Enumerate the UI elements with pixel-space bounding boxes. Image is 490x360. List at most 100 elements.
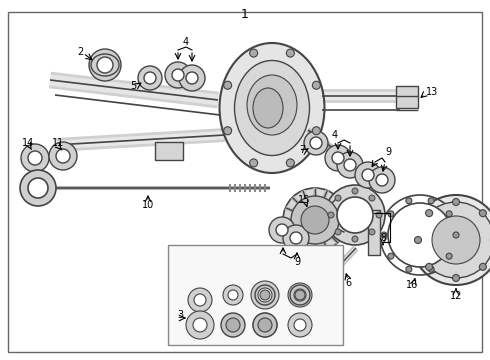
Circle shape [144,72,156,84]
Circle shape [344,159,356,171]
Circle shape [325,145,351,171]
Bar [168,245,343,345]
Circle shape [453,232,459,238]
Circle shape [406,198,412,204]
Text: 14: 14 [22,138,34,148]
Circle shape [258,288,272,302]
Circle shape [193,318,207,332]
Circle shape [352,236,358,242]
Text: 4: 4 [332,130,338,140]
Ellipse shape [235,60,310,156]
Circle shape [325,185,385,245]
Circle shape [276,224,288,236]
Text: 2: 2 [77,47,83,57]
Circle shape [259,319,271,331]
Circle shape [186,72,198,84]
Circle shape [352,188,358,194]
Ellipse shape [220,43,324,173]
Circle shape [294,319,306,331]
Circle shape [290,285,310,305]
Circle shape [253,313,277,337]
Text: 7: 7 [299,145,305,155]
Text: 16: 16 [406,280,418,290]
Circle shape [428,266,434,272]
Circle shape [312,127,320,135]
Circle shape [223,127,232,135]
Circle shape [310,137,322,149]
Circle shape [269,217,295,243]
Text: 3: 3 [177,310,183,320]
Circle shape [337,197,373,233]
Circle shape [188,288,212,312]
Text: 5: 5 [130,81,136,91]
Circle shape [388,203,452,267]
Circle shape [286,159,294,167]
Circle shape [295,290,305,300]
Circle shape [290,232,302,244]
Circle shape [446,211,452,217]
Circle shape [376,174,388,186]
Text: 4: 4 [183,37,189,47]
Circle shape [20,170,56,206]
Circle shape [406,266,412,272]
Text: 12: 12 [450,291,462,301]
Circle shape [428,198,434,204]
Circle shape [165,62,191,88]
Ellipse shape [253,88,283,128]
Circle shape [223,315,243,335]
Circle shape [432,216,480,264]
Circle shape [304,131,328,155]
Circle shape [328,212,334,218]
Circle shape [223,81,232,89]
Circle shape [479,264,487,270]
Circle shape [56,149,70,163]
Text: 11: 11 [52,138,64,148]
Circle shape [249,159,258,167]
Circle shape [260,290,270,300]
Circle shape [28,178,48,198]
Circle shape [301,206,329,234]
Text: 9: 9 [294,257,300,267]
Bar [368,210,380,255]
Text: 15: 15 [298,195,310,205]
Circle shape [369,195,375,201]
Circle shape [221,313,245,337]
Circle shape [369,167,395,193]
Circle shape [49,142,77,170]
Circle shape [376,212,382,218]
Circle shape [426,264,433,270]
Circle shape [228,320,238,330]
Bar [155,142,183,160]
Circle shape [381,232,387,238]
Circle shape [294,289,306,301]
Circle shape [369,229,375,235]
Circle shape [288,313,312,337]
Circle shape [291,196,339,244]
Text: 1: 1 [241,8,249,21]
Circle shape [97,57,113,73]
Circle shape [255,285,275,305]
Circle shape [228,290,238,300]
Circle shape [418,202,490,278]
Circle shape [138,66,162,90]
Circle shape [355,162,381,188]
Circle shape [335,195,341,201]
Circle shape [223,285,243,305]
Circle shape [226,318,240,332]
Circle shape [28,151,42,165]
Circle shape [335,229,341,235]
Circle shape [283,225,309,251]
Circle shape [89,49,121,81]
Text: 13: 13 [426,87,438,97]
Ellipse shape [247,75,297,135]
Circle shape [332,152,344,164]
Circle shape [337,152,363,178]
Circle shape [288,283,312,307]
Bar [396,86,418,108]
Circle shape [388,211,394,217]
Circle shape [446,253,452,259]
Text: 9: 9 [385,147,391,157]
Circle shape [411,195,490,285]
Text: 10: 10 [142,200,154,210]
Circle shape [426,210,433,217]
